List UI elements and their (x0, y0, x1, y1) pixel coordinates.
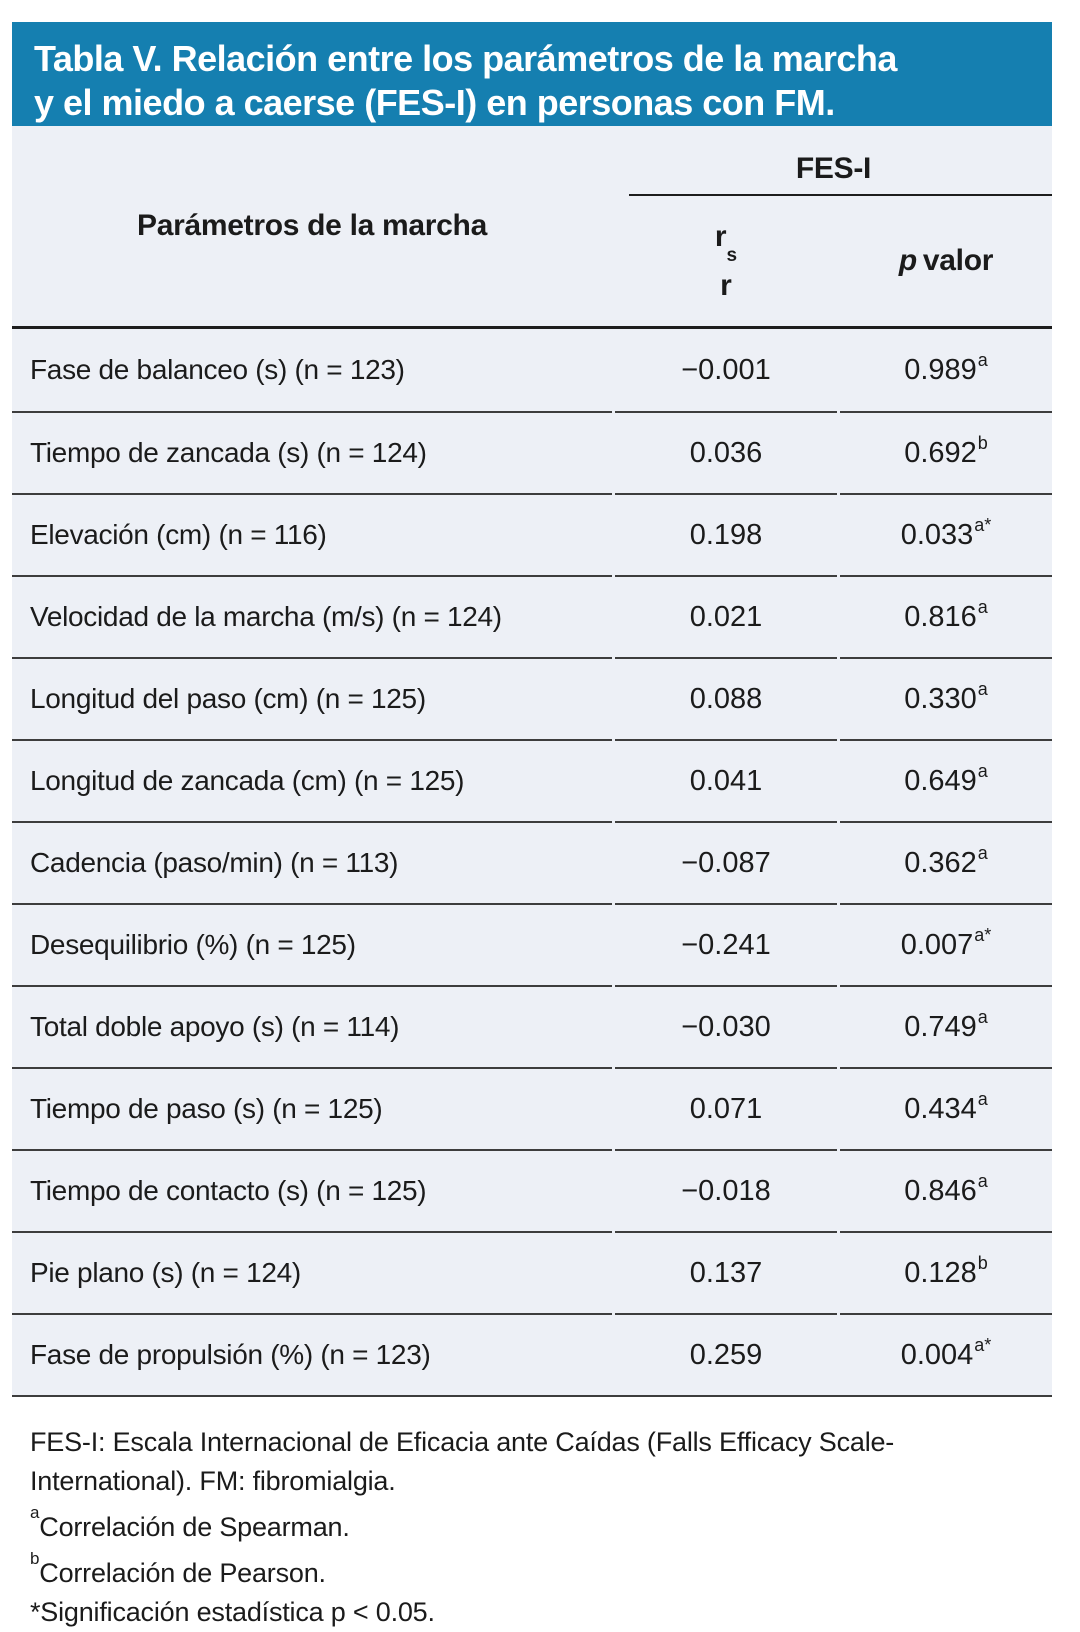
table-row: Fase de balanceo (s) (n = 123) −0.001 0.… (12, 329, 1052, 411)
header-parametros-marcha: Parámetros de la marcha (137, 209, 487, 242)
row-parameter-label: Velocidad de la marcha (m/s) (n = 124) (12, 575, 612, 657)
row-p-value: 0.128 b (840, 1231, 1052, 1313)
footnote-abbreviations-line2: International). FM: fibromialgia. (30, 1466, 396, 1496)
row-correlation-value: 0.036 (615, 411, 837, 493)
row-parameter-label: Longitud del paso (cm) (n = 125) (12, 657, 612, 739)
row-parameter-label: Fase de propulsión (%) (n = 123) (12, 1313, 612, 1395)
table-row: Fase de propulsión (%) (n = 123) 0.259 0… (12, 1313, 1052, 1395)
table-row: Tiempo de contacto (s) (n = 125) −0.018 … (12, 1149, 1052, 1231)
row-correlation-value: 0.041 (615, 739, 837, 821)
row-correlation-value: −0.018 (615, 1149, 837, 1231)
row-correlation-value: −0.030 (615, 985, 837, 1067)
row-parameter-label: Pie plano (s) (n = 124) (12, 1231, 612, 1313)
row-correlation-value: 0.198 (615, 493, 837, 575)
header-subcolumns: rs r p valor (615, 196, 1052, 326)
table-row: Total doble apoyo (s) (n = 114) −0.030 0… (12, 985, 1052, 1067)
header-rs-column: rs r (615, 196, 837, 326)
table-body: Fase de balanceo (s) (n = 123) −0.001 0.… (12, 329, 1052, 1395)
row-parameter-label: Desequilibrio (%) (n = 125) (12, 903, 612, 985)
row-p-value: 0.434 a (840, 1067, 1052, 1149)
header-pvalor-column: p valor (898, 244, 994, 277)
row-correlation-value: −0.001 (681, 353, 771, 386)
table-figure: Tabla V. Relación entre los parámetros d… (12, 22, 1052, 1632)
table-title-line1: Tabla V. Relación entre los parámetros d… (34, 38, 897, 79)
table-title-line2: y el miedo a caerse (FES-I) en personas … (34, 82, 835, 123)
row-parameter-label: Fase de balanceo (s) (n = 123) (30, 354, 405, 385)
header-fesi-underline (629, 194, 1052, 196)
row-correlation-value: 0.088 (615, 657, 837, 739)
table-header: Parámetros de la marcha FES-I rs r p valo… (12, 126, 1052, 329)
header-rs-spearman: rs (714, 219, 738, 266)
table-row: Tiempo de zancada (s) (n = 124) 0.036 0.… (12, 411, 1052, 493)
row-p-value: 0.007 a* (840, 903, 1052, 985)
table-row: Elevación (cm) (n = 116) 0.198 0.033 a* (12, 493, 1052, 575)
row-parameter-label: Elevación (cm) (n = 116) (12, 493, 612, 575)
row-p-value: 0.004 a* (840, 1313, 1052, 1395)
row-correlation-value: 0.137 (615, 1231, 837, 1313)
table-row: Pie plano (s) (n = 124) 0.137 0.128 b (12, 1231, 1052, 1313)
row-correlation-value: 0.071 (615, 1067, 837, 1149)
row-p-value: 0.749 a (840, 985, 1052, 1067)
row-parameter-label: Tiempo de contacto (s) (n = 125) (12, 1149, 612, 1231)
footnote-significance: *Significación estadística p < 0.05. (30, 1597, 435, 1627)
table-row: Velocidad de la marcha (m/s) (n = 124) 0… (12, 575, 1052, 657)
table-row: Cadencia (paso/min) (n = 113) −0.087 0.3… (12, 821, 1052, 903)
row-correlation-value: −0.087 (615, 821, 837, 903)
row-parameter-label: Cadencia (paso/min) (n = 113) (12, 821, 612, 903)
header-fesi-group: FES-I rs r p valor (615, 126, 1052, 326)
row-p-value: 0.033 a* (840, 493, 1052, 575)
header-r-pearson: r (720, 268, 732, 302)
row-p-value: 0.816 a (840, 575, 1052, 657)
table-row: Longitud del paso (cm) (n = 125) 0.088 0… (12, 657, 1052, 739)
row-correlation-value: 0.021 (615, 575, 837, 657)
table-row: Tiempo de paso (s) (n = 125) 0.071 0.434… (12, 1067, 1052, 1149)
row-parameter-label: Longitud de zancada (cm) (n = 125) (12, 739, 612, 821)
header-fesi-label: FES-I (795, 152, 872, 185)
row-p-value: 0.989 a (904, 349, 988, 386)
footnote-abbreviations-line1: FES-I: Escala Internacional de Eficacia … (30, 1427, 895, 1457)
row-p-value: 0.330 a (840, 657, 1052, 739)
row-correlation-value: 0.259 (615, 1313, 837, 1395)
data-table: Parámetros de la marcha FES-I rs r p valo… (12, 126, 1052, 1397)
row-p-value: 0.846 a (840, 1149, 1052, 1231)
row-p-value: 0.362 a (840, 821, 1052, 903)
row-p-value: 0.649 a (840, 739, 1052, 821)
row-p-value: 0.692 b (840, 411, 1052, 493)
table-row: Longitud de zancada (cm) (n = 125) 0.041… (12, 739, 1052, 821)
table-title-bar: Tabla V. Relación entre los parámetros d… (12, 22, 1052, 126)
row-parameter-label: Tiempo de zancada (s) (n = 124) (12, 411, 612, 493)
table-footnotes: FES-I: Escala Internacional de Eficacia … (12, 1423, 1052, 1632)
table-row: Desequilibrio (%) (n = 125) −0.241 0.007… (12, 903, 1052, 985)
footnote-spearman: aCorrelación de Spearman. (30, 1503, 350, 1542)
footnote-pearson: bCorrelación de Pearson. (30, 1549, 326, 1588)
row-parameter-label: Tiempo de paso (s) (n = 125) (12, 1067, 612, 1149)
row-correlation-value: −0.241 (615, 903, 837, 985)
row-parameter-label: Total doble apoyo (s) (n = 114) (12, 985, 612, 1067)
